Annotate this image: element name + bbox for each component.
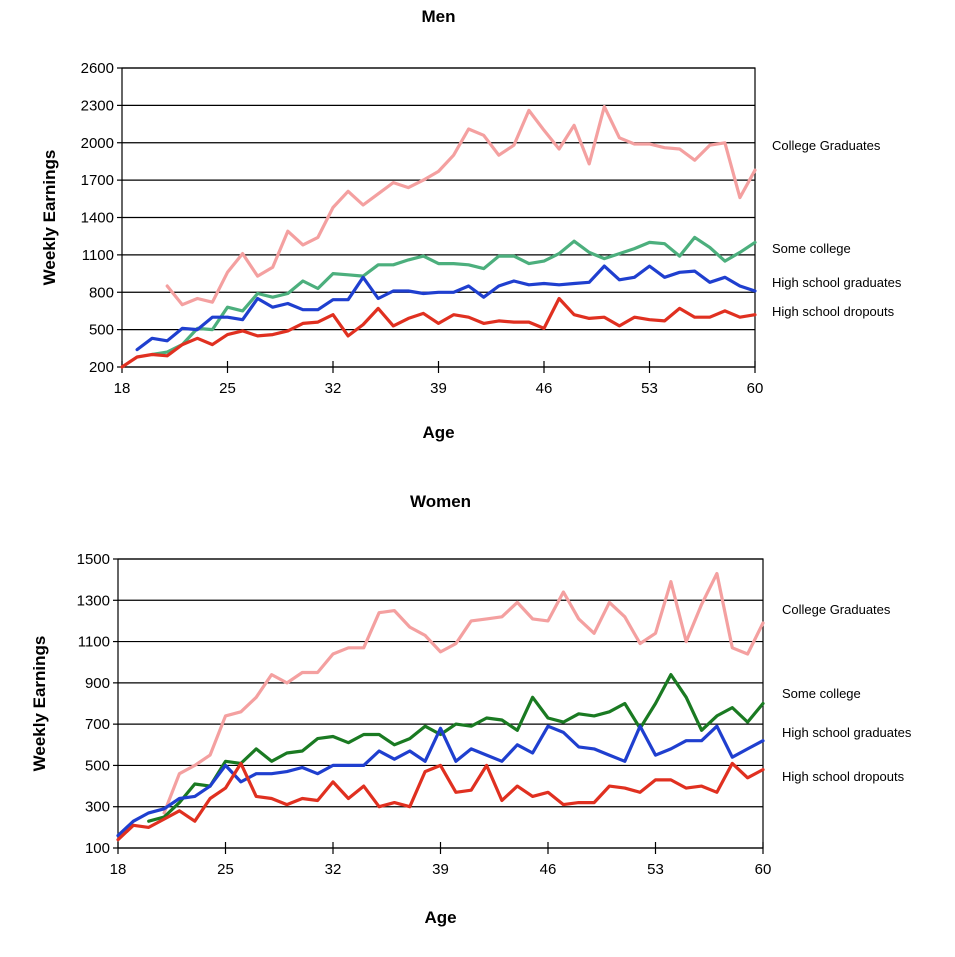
- x-tick-label: 32: [325, 380, 342, 397]
- x-tick-label: 18: [110, 861, 127, 878]
- x-axis-label: Age: [422, 423, 454, 442]
- legend-label: Some college: [772, 241, 851, 256]
- y-tick-label: 200: [89, 359, 114, 376]
- y-tick-label: 700: [85, 716, 110, 733]
- legend-label: High school dropouts: [782, 769, 905, 784]
- x-tick-label: 32: [325, 861, 342, 878]
- x-axis-label: Age: [424, 908, 456, 927]
- y-tick-label: 2000: [81, 135, 114, 152]
- series-line-college-graduates: [162, 571, 765, 815]
- y-tick-label: 1500: [77, 551, 110, 568]
- x-tick-label: 46: [540, 861, 557, 878]
- chart-panel-0: Men 200 500 800 1100 1400 1700 2000 2300 2600 18 25…: [40, 7, 902, 442]
- x-tick-label: 25: [219, 380, 236, 397]
- x-tick-label: 60: [747, 380, 764, 397]
- series-line-high-school-dropouts: [116, 761, 765, 842]
- x-tick-label: 53: [647, 861, 664, 878]
- legend-label: Some college: [782, 686, 861, 701]
- x-tick-label: 39: [430, 380, 447, 397]
- y-tick-label: 300: [85, 799, 110, 816]
- x-tick-label: 60: [755, 861, 772, 878]
- series-line-some-college: [150, 235, 757, 357]
- y-tick-label: 2600: [81, 60, 114, 77]
- chart-title: Men: [422, 7, 456, 26]
- y-tick-label: 1700: [81, 172, 114, 189]
- series-line-high-school-graduates: [116, 724, 765, 838]
- x-tick-label: 53: [641, 380, 658, 397]
- x-tick-label: 46: [536, 380, 553, 397]
- series-line-some-college: [147, 672, 765, 823]
- y-axis-label: Weekly Earnings: [30, 636, 49, 772]
- y-tick-label: 2300: [81, 97, 114, 114]
- x-tick-label: 39: [432, 861, 449, 878]
- y-tick-label: 500: [85, 757, 110, 774]
- legend-label: High school graduates: [772, 275, 902, 290]
- y-tick-label: 1400: [81, 210, 114, 227]
- legend-label: College Graduates: [782, 602, 891, 617]
- legend-label: High school graduates: [782, 725, 912, 740]
- series-line-high-school-graduates: [135, 264, 757, 352]
- series-line-high-school-dropouts: [120, 296, 757, 369]
- x-tick-label: 18: [114, 380, 131, 397]
- y-tick-label: 1100: [78, 634, 110, 651]
- y-axis-label: Weekly Earnings: [40, 150, 59, 286]
- y-tick-label: 500: [89, 322, 114, 339]
- y-tick-label: 900: [85, 675, 110, 692]
- chart-panel-1: Women 100 300 500 700 900 1100 1300 1500 18 25 32 39…: [30, 492, 912, 927]
- legend-label: College Graduates: [772, 138, 881, 153]
- x-tick-label: 25: [217, 861, 234, 878]
- chart-title: Women: [410, 492, 471, 511]
- series-line-college-graduates: [165, 104, 757, 307]
- y-tick-label: 1100: [82, 247, 114, 264]
- y-tick-label: 800: [89, 284, 114, 301]
- y-tick-label: 1300: [77, 592, 110, 609]
- y-tick-label: 100: [85, 840, 110, 857]
- legend-label: High school dropouts: [772, 304, 895, 319]
